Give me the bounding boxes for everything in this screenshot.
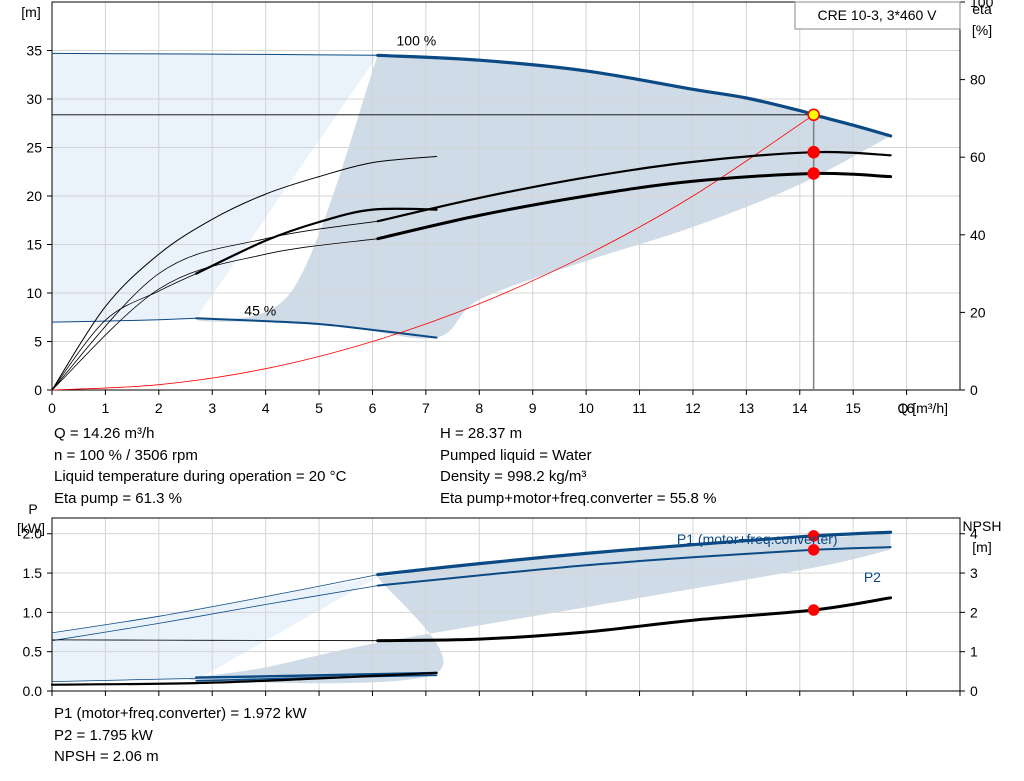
y-tick-label-left: 30 [26, 91, 42, 107]
info-eta-total: Eta pump+motor+freq.converter = 55.8 % [440, 489, 717, 507]
series-h_max [376, 53, 893, 138]
series-p_min_ext [51, 678, 197, 682]
extrapolated-area [52, 577, 378, 682]
operating-point-marker [807, 604, 820, 616]
x-tick-label: 13 [739, 400, 755, 416]
x-axis-label: Q [m³/h] [897, 400, 948, 416]
y-tick-label-left: 35 [26, 43, 42, 59]
x-tick-label: 9 [529, 400, 537, 416]
speed-label-45: 45 % [244, 302, 276, 318]
operating-envelope [189, 533, 891, 684]
info-density: Density = 998.2 kg/m³ [440, 468, 587, 485]
y-axis-label-right: NPSH [963, 518, 1002, 534]
y-tick-label-right: 100 [970, 0, 994, 10]
y-axis-label-left: P [28, 501, 37, 517]
series-npsh_ext [51, 639, 379, 642]
y-axis-unit-left: [kW] [17, 520, 45, 536]
title-box [794, 1, 961, 30]
operating-point-marker [807, 108, 820, 122]
x-tick-label: 1 [102, 400, 110, 416]
y-tick-label-right: 20 [970, 304, 986, 320]
operating-point-marker [807, 145, 820, 159]
series-eta_total_ext [51, 238, 379, 391]
y-tick-label-left: 20 [26, 188, 42, 204]
series-h_min_ext [51, 317, 197, 323]
y-tick-label-right: 0 [970, 382, 978, 398]
y-tick-label-right: 40 [970, 227, 986, 243]
y-tick-label-right: 80 [970, 72, 986, 88]
series-system_curve [51, 114, 815, 391]
x-tick-label: 11 [632, 400, 647, 416]
y-axis-label-right: eta [972, 1, 992, 17]
x-tick-label: 5 [315, 400, 323, 416]
y-tick-label-left: 15 [26, 237, 42, 253]
x-tick-label: 14 [792, 400, 808, 416]
legend-p2: P2 [864, 569, 881, 585]
series-h_max_ext [51, 52, 379, 56]
y-tick-label-left: 2.0 [23, 526, 43, 542]
x-tick-label: 0 [48, 400, 56, 416]
plot-frame [51, 517, 961, 692]
x-tick-label: 7 [422, 400, 430, 416]
series-eta_total_min [195, 207, 438, 275]
series-eta_total_min_ext [51, 273, 197, 391]
series-eta_pump_ext [51, 220, 379, 391]
info-top-right: H = 28.37 m Pumped liquid = Water Densit… [440, 423, 716, 509]
y-axis-unit-right: [%] [972, 22, 992, 38]
info-flow: Q = 14.26 m³/h [54, 425, 155, 442]
y-tick-label-right: 0 [970, 683, 978, 699]
extrapolated-area [52, 53, 378, 323]
info-eta-pump: Eta pump = 61.3 % [54, 489, 182, 507]
info-top-left: Q = 14.26 m³/h n = 100 % / 3506 rpm Liqu… [54, 423, 346, 509]
info-pumped-liquid: Pumped liquid = Water [440, 446, 592, 464]
y-tick-label-left: 10 [26, 285, 42, 301]
x-tick-label: 4 [262, 400, 270, 416]
info-liquid-temperature: Liquid temperature during operation = 20… [54, 468, 347, 485]
y-tick-label-left: 0 [34, 382, 42, 398]
x-tick-label: 8 [475, 400, 483, 416]
series-h_min [195, 317, 438, 339]
x-tick-label: 15 [845, 400, 861, 416]
y-axis-label-left: H [28, 0, 38, 1]
series-eta_pump_min [51, 155, 438, 391]
info-bottom: P1 (motor+freq.converter) = 1.972 kW P2 … [54, 703, 307, 768]
legend-p1: P1 (motor+freq.converter) [677, 531, 838, 547]
info-speed: n = 100 % / 3506 rpm [54, 446, 198, 464]
x-tick-label: 16 [899, 400, 915, 416]
y-axis-unit-right: [m] [972, 539, 991, 555]
series-p1_ext [51, 574, 379, 634]
speed-label-100: 100 % [397, 33, 437, 49]
operating-point-marker [807, 530, 820, 542]
y-tick-label-left: 25 [26, 140, 42, 156]
y-tick-label-left: 1.0 [23, 604, 43, 620]
series-p2_ext [51, 585, 379, 642]
y-tick-label-right: 1 [970, 644, 978, 660]
operating-point-marker [807, 544, 820, 556]
y-axis-unit-left: [m] [21, 4, 40, 20]
info-npsh: NPSH = 2.06 m [54, 748, 159, 765]
x-tick-label: 12 [685, 400, 701, 416]
power-npsh-panel: 0.0 0.5 1.0 1.5 2.0 0 1 2 3 4 P [kW] NPSH [m] P1 (moto… [17, 501, 1001, 699]
y-tick-label-right: 4 [970, 526, 978, 542]
x-tick-label: 10 [578, 400, 594, 416]
y-tick-label-left: 0.5 [23, 644, 43, 660]
y-tick-label-right: 2 [970, 604, 978, 620]
y-tick-label-left: 1.5 [23, 565, 43, 581]
y-tick-label-right: 60 [970, 149, 986, 165]
operating-envelope [195, 55, 891, 339]
info-p1: P1 (motor+freq.converter) = 1.972 kW [54, 705, 307, 722]
x-tick-label: 2 [155, 400, 163, 416]
y-tick-label-right: 3 [970, 565, 978, 581]
info-p2: P2 = 1.795 kW [54, 726, 153, 744]
x-tick-label: 3 [208, 400, 216, 416]
chart-title: CRE 10-3, 3*460 V [817, 7, 937, 23]
x-tick-label: 6 [369, 400, 377, 416]
y-tick-label-left: 5 [34, 334, 42, 350]
operating-point-marker [807, 167, 820, 180]
series-npsh_min [50, 671, 438, 686]
info-head: H = 28.37 m [440, 425, 523, 442]
y-tick-label-left: 0.0 [23, 683, 43, 699]
